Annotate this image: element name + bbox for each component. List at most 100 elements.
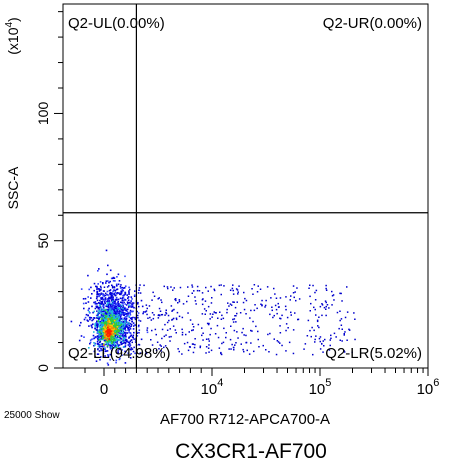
event-dot (179, 286, 182, 289)
event-dot (111, 319, 114, 321)
event-dot (91, 338, 93, 341)
event-dot (132, 325, 135, 327)
event-dot (105, 316, 108, 318)
event-dot (115, 284, 118, 287)
event-dot (205, 310, 207, 312)
event-dot (123, 341, 126, 344)
event-dot (96, 322, 98, 325)
event-dot (216, 324, 219, 327)
event-dot (330, 337, 332, 340)
event-dot (281, 314, 283, 317)
event-dot (87, 301, 90, 303)
event-dot (127, 321, 129, 324)
event-dot (98, 324, 101, 327)
event-dot (292, 292, 295, 294)
event-dot (331, 304, 333, 306)
event-dot (131, 318, 133, 321)
x-axis-label: AF700 R712-APCA700-A (160, 411, 330, 428)
event-dot (138, 329, 141, 331)
event-dot (105, 318, 108, 320)
event-dot (319, 305, 322, 308)
event-dot (128, 324, 130, 327)
event-dot (275, 353, 278, 356)
event-dot (111, 300, 114, 303)
event-dot (123, 319, 125, 321)
event-dot (264, 306, 266, 308)
event-dot (208, 344, 210, 346)
event-dot (136, 332, 138, 334)
event-dot (128, 286, 130, 289)
event-dot (95, 322, 98, 324)
event-dot (118, 305, 121, 307)
event-dot (102, 326, 105, 329)
event-dot (115, 340, 117, 342)
event-dot (165, 334, 167, 336)
event-dot (127, 344, 130, 346)
event-dot (205, 346, 208, 348)
event-dot (88, 316, 91, 319)
event-dot (172, 289, 174, 291)
event-dot (230, 304, 233, 306)
event-dot (192, 343, 194, 345)
x-tick-exponent: 4 (217, 377, 223, 389)
event-dot (276, 340, 279, 342)
event-dot (325, 308, 327, 310)
event-dot (114, 339, 116, 341)
event-dot (157, 317, 160, 319)
event-dot (312, 353, 314, 356)
event-dot (124, 316, 127, 318)
event-dot (122, 329, 124, 331)
event-dot (109, 332, 111, 335)
event-dot (170, 286, 172, 288)
event-dot (119, 314, 121, 316)
event-dot (100, 326, 103, 329)
event-dot (127, 352, 129, 354)
event-dot (119, 337, 122, 339)
event-dot (116, 304, 119, 306)
event-dot (120, 292, 122, 294)
event-dot (339, 292, 341, 295)
event-dot (218, 347, 221, 349)
x-axis-ticks: 0 104 105 106 (84, 368, 439, 398)
event-dot (112, 300, 115, 302)
event-dot (94, 324, 96, 326)
event-dot (316, 320, 319, 323)
event-dot (123, 299, 126, 301)
event-dot (124, 299, 127, 301)
event-dot (124, 323, 127, 326)
event-dot (96, 292, 99, 294)
event-dot (103, 318, 105, 321)
event-dot (110, 277, 113, 280)
event-dot (102, 335, 104, 337)
event-dot (116, 329, 118, 331)
event-dot (109, 353, 112, 356)
event-dot (123, 293, 126, 296)
event-dot (248, 353, 251, 355)
event-dot (341, 328, 343, 330)
event-dot (207, 347, 210, 349)
event-dot (130, 296, 133, 298)
event-dot (116, 343, 119, 346)
event-dot (325, 284, 327, 287)
event-dot (97, 324, 99, 326)
event-dot (278, 306, 280, 308)
event-dot (187, 349, 190, 352)
event-dot (99, 315, 102, 318)
event-dot (134, 290, 136, 292)
event-dot (106, 305, 109, 308)
y-scale-close: ) (5, 17, 21, 22)
event-dot (113, 309, 116, 311)
event-dot (119, 308, 121, 311)
event-dot (207, 290, 209, 292)
event-dot (126, 310, 129, 313)
event-dot (163, 285, 165, 288)
event-dot (192, 326, 195, 328)
event-dot (97, 339, 100, 341)
event-dot (279, 332, 282, 334)
event-dot (88, 307, 90, 310)
event-dot (116, 327, 118, 330)
event-dot (125, 309, 128, 312)
event-dot (116, 326, 119, 328)
event-dot (87, 320, 89, 322)
event-dot (103, 286, 106, 288)
